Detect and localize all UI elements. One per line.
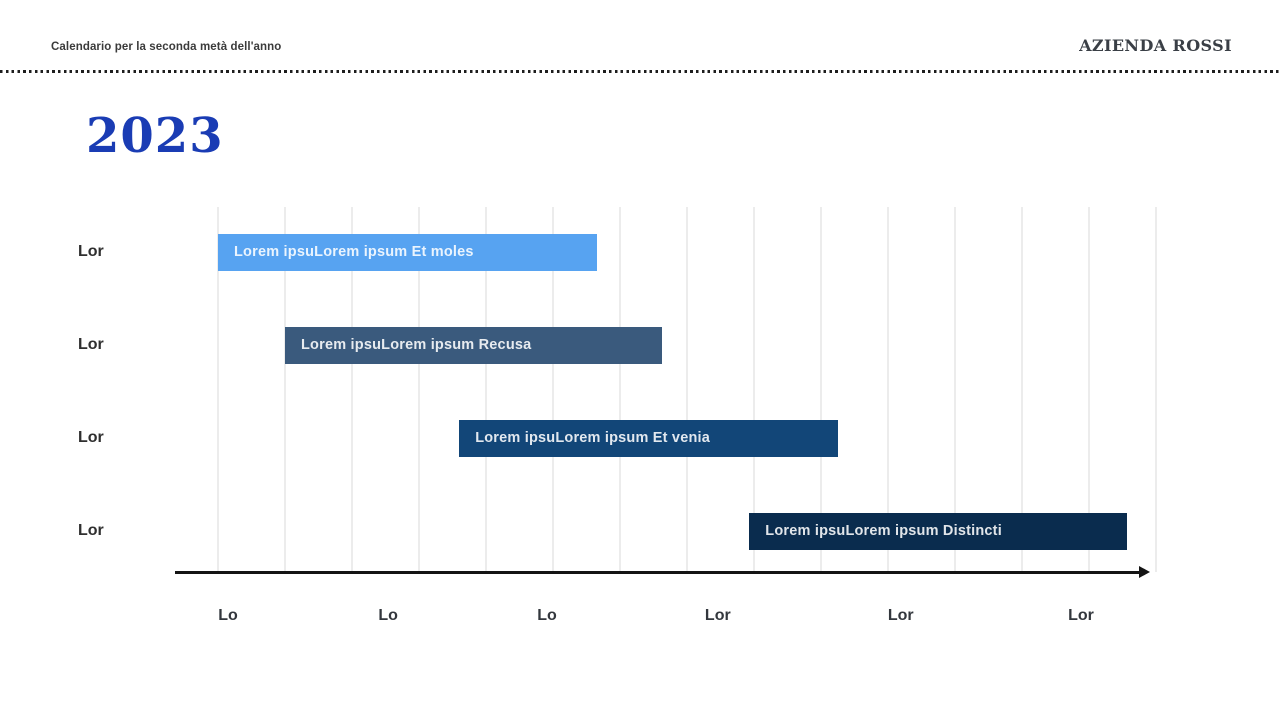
row-label: Lor xyxy=(78,429,104,446)
gridline xyxy=(887,207,889,572)
gantt-bar-label: Lorem ipsuLorem ipsum Et moles xyxy=(234,244,474,260)
gridline xyxy=(1021,207,1023,572)
axis-tick-label: Lor xyxy=(1068,607,1094,624)
gridline xyxy=(284,207,286,572)
gantt-bar-label: Lorem ipsuLorem ipsum Et venia xyxy=(475,430,711,446)
gridline xyxy=(351,207,353,572)
gridline xyxy=(954,207,956,572)
gridline xyxy=(619,207,621,572)
gridline xyxy=(1088,207,1090,572)
gridline xyxy=(753,207,755,572)
brand-name: AZIENDA ROSSI xyxy=(1079,36,1232,55)
row-label: Lor xyxy=(78,336,104,353)
gantt-bar: Lorem ipsuLorem ipsum Distincti xyxy=(749,512,1128,550)
gridline xyxy=(820,207,822,572)
gantt-bar-label: Lorem ipsuLorem ipsum Distincti xyxy=(765,523,1002,539)
row-label: Lor xyxy=(78,522,104,539)
header-subtitle: Calendario per la seconda metà dell'anno xyxy=(51,41,282,53)
gridline xyxy=(217,207,219,572)
axis-tick-label: Lor xyxy=(887,607,914,624)
gantt-bar: Lorem ipsuLorem ipsum Et venia xyxy=(459,419,838,457)
axis-tick-label: Lo xyxy=(218,607,238,624)
gridline xyxy=(552,207,554,572)
axis-tick-label: Lo xyxy=(378,607,398,624)
axis-tick-label: Lo xyxy=(537,607,557,624)
gantt-bar: Lorem ipsuLorem ipsum Recusa xyxy=(285,326,662,364)
gantt-bar: Lorem ipsuLorem ipsum Et moles xyxy=(218,233,597,271)
axis-arrowhead-icon xyxy=(1139,566,1150,578)
dotted-divider xyxy=(0,70,1280,73)
gantt-bar-label: Lorem ipsuLorem ipsum Recusa xyxy=(301,337,532,353)
gridline xyxy=(1155,207,1157,572)
year-title: 2023 xyxy=(86,108,224,164)
row-label: Lor xyxy=(78,243,104,260)
gridline xyxy=(418,207,420,572)
gridline xyxy=(686,207,688,572)
axis-tick-label: Lor xyxy=(704,607,731,624)
gridline xyxy=(485,207,487,572)
timeline-axis xyxy=(175,571,1140,574)
